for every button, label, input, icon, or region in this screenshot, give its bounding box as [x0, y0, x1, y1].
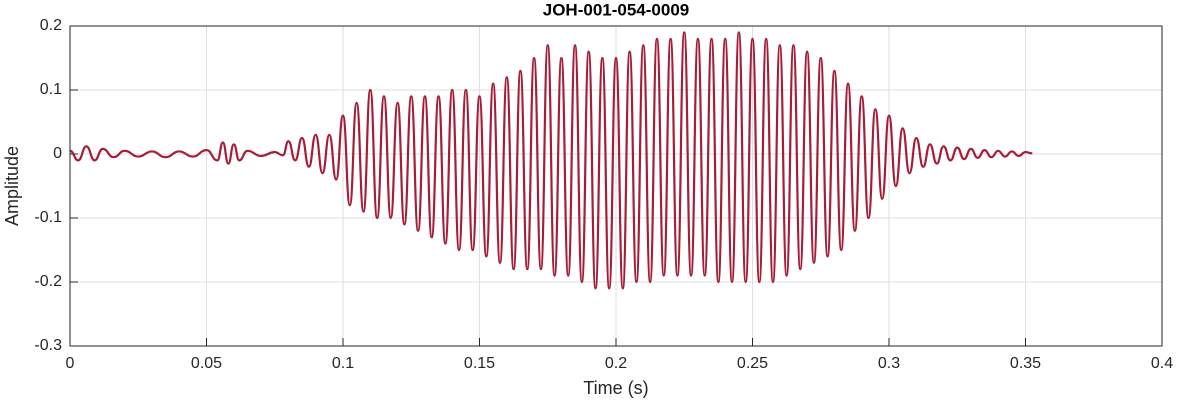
x-tick-label: 0.15 [464, 355, 495, 372]
waveform-line [69, 31, 1033, 290]
x-tick-label: 0.2 [605, 355, 627, 372]
x-tick-label: 0.4 [1151, 355, 1173, 372]
y-tick-label: 0.2 [40, 17, 62, 34]
x-tick-label: 0.3 [878, 355, 900, 372]
x-tick-label: 0.25 [737, 355, 768, 372]
y-tick-label: 0 [53, 145, 62, 162]
x-tick-label: 0.1 [332, 355, 354, 372]
x-axis-label: Time (s) [583, 378, 648, 398]
x-tick-label: 0.05 [191, 355, 222, 372]
chart-title: JOH-001-054-0009 [543, 0, 689, 19]
y-tick-label: -0.2 [34, 273, 62, 290]
x-tick-label: 0 [66, 355, 75, 372]
y-axis-label: Amplitude [2, 146, 22, 226]
y-tick-label: 0.1 [40, 81, 62, 98]
axes-box [69, 25, 1163, 347]
y-tick-label: -0.1 [34, 209, 62, 226]
y-tick-label: -0.3 [34, 337, 62, 354]
x-tick-label: 0.35 [1010, 355, 1041, 372]
